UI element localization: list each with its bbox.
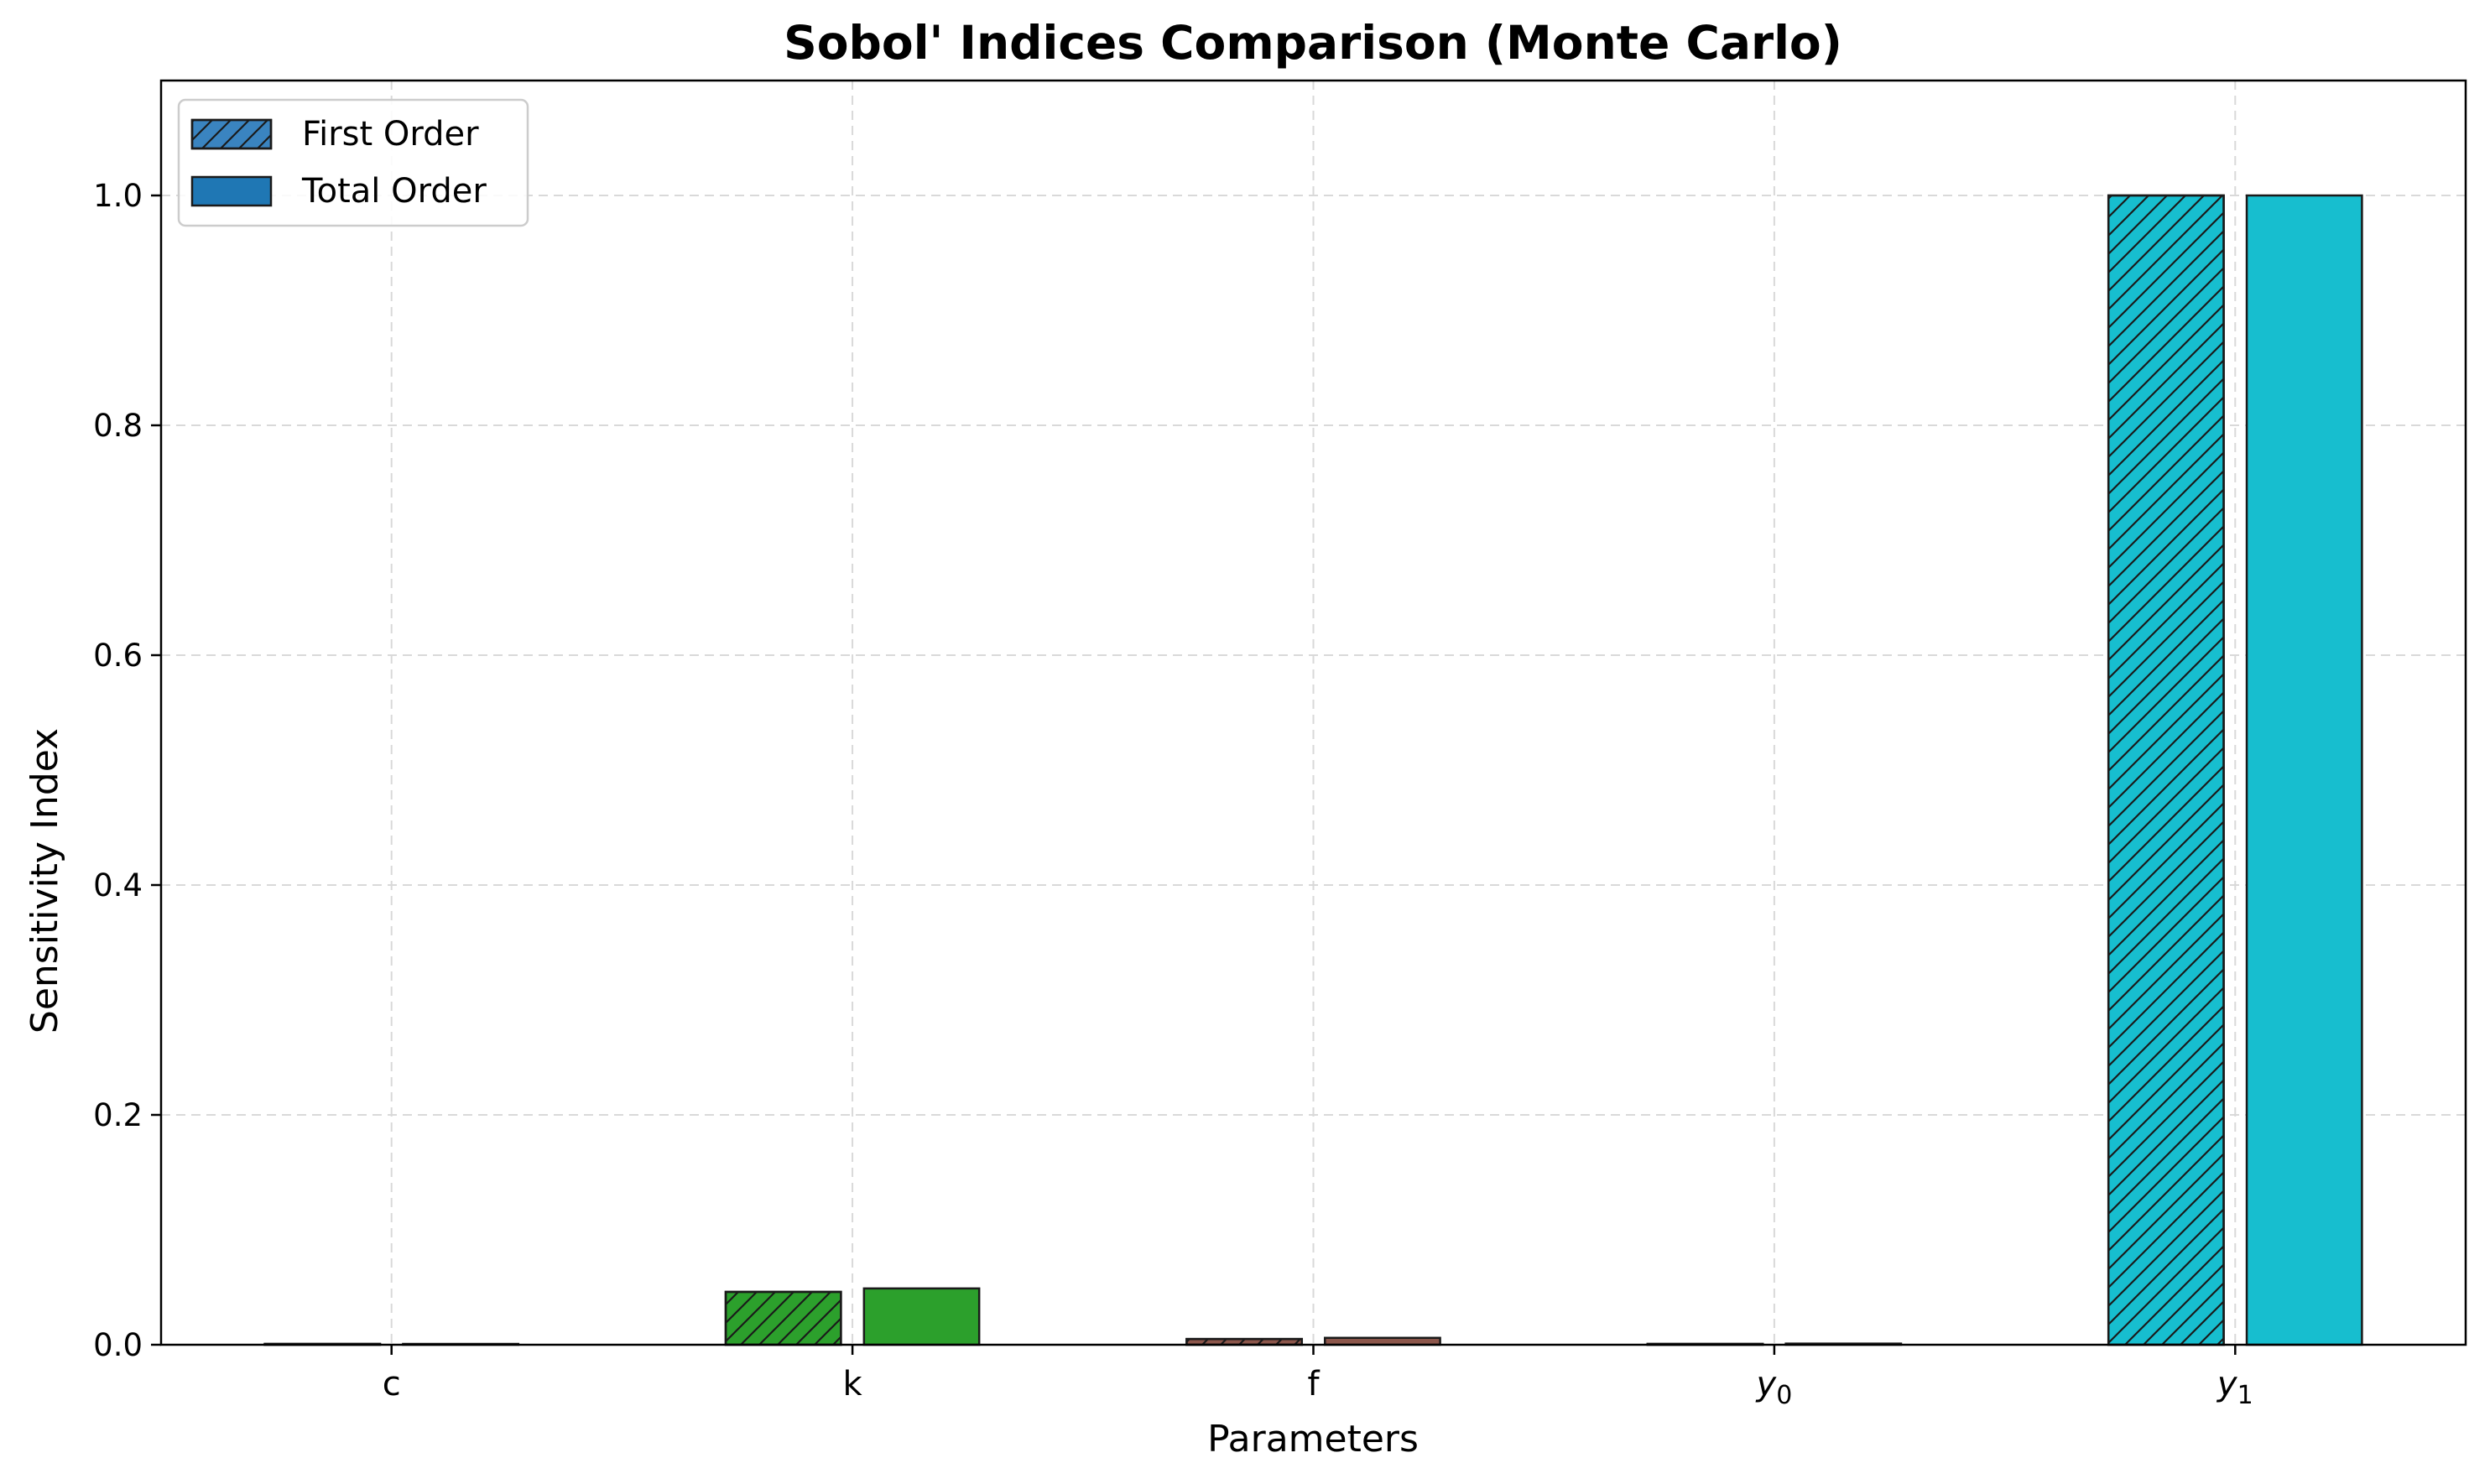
legend-label-first-order: First Order [302, 115, 479, 154]
bar-hatch-y1 [2107, 194, 2225, 1346]
x-tick-label-c: c [383, 1365, 401, 1403]
y-tick-label: 0.4 [93, 867, 143, 903]
x-axis-ticks: c k f y0 y1 [383, 1345, 2253, 1410]
x-tick-label-y0: y0 [1756, 1365, 1793, 1410]
x-tick-label-y1: y1 [2217, 1365, 2253, 1410]
y-tick-label: 1.0 [93, 178, 143, 214]
legend: First Order Total Order [177, 98, 529, 227]
y-tick-label: 0.8 [93, 408, 143, 444]
legend-label-total-order: Total Order [301, 172, 487, 211]
x-tick-label-f: f [1307, 1365, 1320, 1403]
x-axis-label: Parameters [1207, 1418, 1419, 1461]
y-tick-label: 0.0 [93, 1327, 143, 1363]
bar-hatch-k [724, 1290, 842, 1346]
x-tick-label-k: k [843, 1365, 863, 1403]
bar-total-order-k [862, 1287, 981, 1346]
y-tick-label: 0.6 [93, 638, 143, 674]
legend-swatch-total-order [190, 175, 273, 207]
plot-background [161, 81, 2466, 1345]
bar-total-order-y1 [2245, 194, 2363, 1346]
bars-group [263, 194, 2363, 1346]
y-axis-label: Sensitivity Index [23, 728, 66, 1034]
legend-swatch-first-order-hatch [190, 118, 273, 150]
y-tick-label: 0.2 [93, 1097, 143, 1133]
y-axis-ticks: 0.0 0.2 0.4 0.6 0.8 1.0 [93, 178, 161, 1363]
chart-title: Sobol' Indices Comparison (Monte Carlo) [784, 16, 1842, 70]
